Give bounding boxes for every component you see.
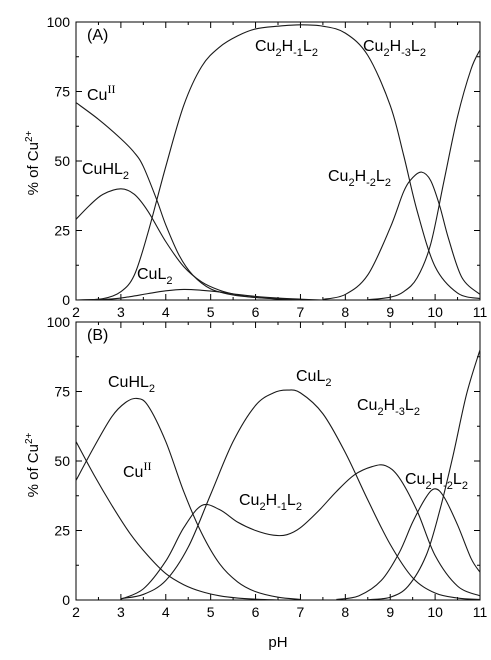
panel-a: 2 3 4 5 6 7 8 9 10 11 0 25 50 75 100 (A) CuII CuHL2 CuL2 Cu… xyxy=(47,14,488,320)
y-axis-title-sup: 2+ xyxy=(24,130,35,142)
plot-frame xyxy=(75,321,481,601)
series-line xyxy=(120,464,481,600)
y-tick-label: 25 xyxy=(54,223,70,239)
x-tick-label: 11 xyxy=(473,604,488,620)
x-tick-label: 8 xyxy=(341,304,349,320)
y-tick-label: 75 xyxy=(54,384,70,400)
plot-frame xyxy=(75,21,481,301)
y-tick-label: 50 xyxy=(54,153,70,169)
species-label: Cu2H-3L2 xyxy=(363,38,426,59)
y-tick-label: 75 xyxy=(54,84,70,100)
species-label: Cu2H-2L2 xyxy=(405,471,468,492)
panel-tag: (A) xyxy=(87,27,108,44)
series-line xyxy=(75,102,301,301)
x-tick-label: 9 xyxy=(386,304,394,320)
y-axis-title-b: % of Cu2+ xyxy=(24,432,42,497)
series-line xyxy=(75,288,323,301)
y-axis-title-text: % of Cu xyxy=(25,142,42,195)
species-label: CuL2 xyxy=(137,266,172,287)
x-axis-title: pH xyxy=(268,634,287,651)
x-tick-label: 4 xyxy=(162,604,170,620)
panel-tag: (B) xyxy=(87,327,108,344)
x-tick-label: 6 xyxy=(252,604,260,620)
species-label: CuII xyxy=(87,82,115,104)
species-label: CuHL2 xyxy=(82,161,129,182)
x-tick-label: 7 xyxy=(297,304,305,320)
y-axis-title-text: % of Cu xyxy=(25,444,42,497)
x-tick-label: 2 xyxy=(72,304,80,320)
series-line xyxy=(75,441,279,601)
x-tick-label: 7 xyxy=(297,604,305,620)
series-line xyxy=(322,171,481,300)
y-axis-title-sup: 2+ xyxy=(24,432,35,444)
panel-b: 2 3 4 5 6 7 8 9 10 11 0 25 50 75 100 (B) CuHL2 CuII CuL2 Cu… xyxy=(47,314,488,620)
x-tick-label: 8 xyxy=(341,604,349,620)
species-label: CuL2 xyxy=(296,368,331,389)
species-label: CuII xyxy=(123,459,151,481)
x-tick-label: 10 xyxy=(427,304,443,320)
y-tick-label: 25 xyxy=(54,523,70,539)
y-tick-label: 0 xyxy=(62,592,70,608)
species-label: Cu2H-1L2 xyxy=(239,492,302,513)
y-tick-label: 0 xyxy=(62,292,70,308)
species-label: CuHL2 xyxy=(108,374,155,395)
series-line xyxy=(75,397,301,600)
species-label: Cu2H-3L2 xyxy=(357,397,420,418)
series-line xyxy=(120,389,481,600)
series-line xyxy=(75,188,301,301)
x-tick-label: 3 xyxy=(117,604,125,620)
x-tick-label: 11 xyxy=(473,304,488,320)
series-line xyxy=(75,24,481,301)
series-line xyxy=(336,488,481,600)
y-axis-title-a: % of Cu2+ xyxy=(24,130,42,195)
x-tick-label: 3 xyxy=(117,304,125,320)
x-tick-label: 4 xyxy=(162,304,170,320)
x-tick-label: 10 xyxy=(427,604,443,620)
species-label: Cu2H-1L2 xyxy=(255,38,318,59)
species-label: Cu2H-2L2 xyxy=(328,168,391,189)
y-tick-label: 100 xyxy=(47,314,71,330)
x-tick-label: 6 xyxy=(252,304,260,320)
y-tick-label: 100 xyxy=(47,14,71,30)
x-tick-label: 2 xyxy=(72,604,80,620)
x-tick-label: 5 xyxy=(207,304,215,320)
x-tick-label: 9 xyxy=(386,604,394,620)
series-line xyxy=(367,49,481,301)
series-line xyxy=(367,349,481,601)
x-tick-label: 5 xyxy=(207,604,215,620)
y-tick-label: 50 xyxy=(54,453,70,469)
